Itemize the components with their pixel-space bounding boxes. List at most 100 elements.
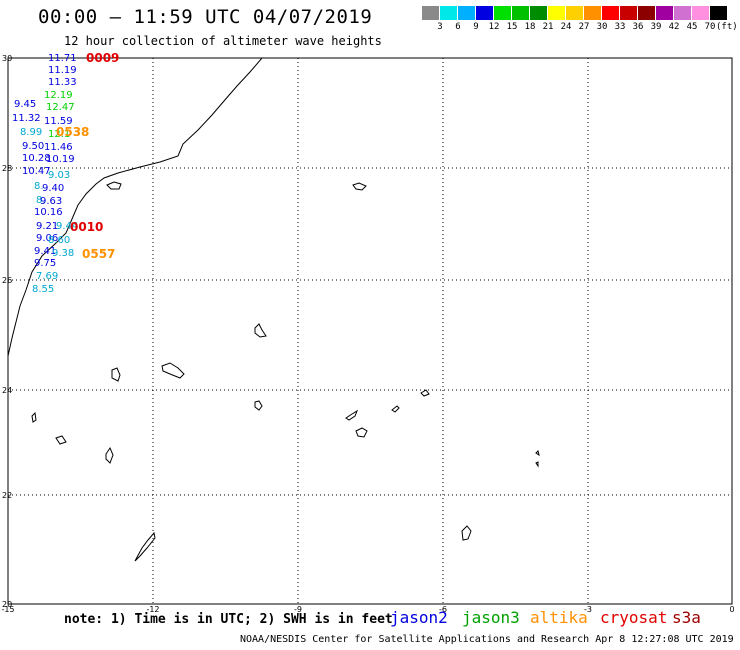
color-swatch xyxy=(602,6,619,20)
island-east-1 xyxy=(420,389,430,397)
island-small-2 xyxy=(535,461,539,468)
color-scale-label: 3 xyxy=(437,22,443,32)
longitude-label: -12 xyxy=(146,605,159,614)
wave-height-value: 8.55 xyxy=(32,284,54,295)
color-swatch xyxy=(584,6,601,20)
wave-height-value: 8. xyxy=(36,195,46,206)
map-frame xyxy=(7,57,733,605)
color-swatch xyxy=(620,6,637,20)
longitude-label: -6 xyxy=(439,605,447,614)
wave-height-value: 9.21 xyxy=(36,221,58,232)
grid-lines xyxy=(8,58,732,604)
color-swatch xyxy=(638,6,655,20)
color-scale-label: 70 xyxy=(704,22,716,32)
longitude-label: 0 xyxy=(729,605,734,614)
latitude-label: 30 xyxy=(2,54,12,63)
page-subtitle: 12 hour collection of altimeter wave hei… xyxy=(64,34,382,48)
color-scale-label: 21 xyxy=(542,22,554,32)
color-swatch xyxy=(530,6,547,20)
wave-height-value: 8. xyxy=(34,181,44,192)
color-swatch xyxy=(710,6,727,20)
color-scale-label: 24 xyxy=(560,22,572,32)
wave-height-value: 11.19 xyxy=(48,65,77,76)
color-scale-label: 12 xyxy=(488,22,500,32)
island-south-2 xyxy=(134,531,156,562)
wave-height-value: 11.71 xyxy=(48,53,77,64)
color-scale-label: 42 xyxy=(668,22,680,32)
island-west-2 xyxy=(55,435,67,445)
page-title: 00:00 — 11:59 UTC 04/07/2019 xyxy=(38,6,373,28)
wave-height-value: 9.38 xyxy=(52,248,74,259)
island-tenerife xyxy=(254,400,263,411)
satellite-legend-item: jason2 xyxy=(390,608,448,627)
color-scale-label: 6 xyxy=(455,22,461,32)
island-south-1 xyxy=(461,525,472,541)
color-swatch xyxy=(548,6,565,20)
island-hierro xyxy=(355,427,368,438)
color-scale-label: 27 xyxy=(578,22,590,32)
island-small-1 xyxy=(535,450,540,457)
african-coastline xyxy=(7,57,263,357)
wave-height-value: 9.41 xyxy=(34,246,56,257)
longitude-label: -9 xyxy=(294,605,302,614)
latitude-label: 22 xyxy=(2,491,12,500)
pass-time-labels: 0009 0538 0010 0557 xyxy=(56,51,119,261)
wave-height-value: 11.32 xyxy=(12,113,41,124)
pass-time-label: 0009 xyxy=(86,51,119,65)
wave-height-value: 11.33 xyxy=(48,77,77,88)
island-madeira xyxy=(106,181,122,190)
wave-height-value: 12.1 xyxy=(48,129,70,140)
latitude-label: 26 xyxy=(2,276,12,285)
wave-height-value: 10.47 xyxy=(22,166,51,177)
color-swatch xyxy=(458,6,475,20)
pass-time-label: 0557 xyxy=(82,247,115,261)
color-scale-label: 9 xyxy=(473,22,479,32)
color-scale-label: 30 xyxy=(596,22,608,32)
color-scale-label: 15 xyxy=(506,22,518,32)
wave-height-value: 9.50 xyxy=(22,141,44,152)
longitude-label: -3 xyxy=(584,605,592,614)
pass-time-label: 0010 xyxy=(70,220,103,234)
color-swatch xyxy=(476,6,493,20)
island-porto-santo xyxy=(352,182,367,191)
footnote: note: 1) Time is in UTC; 2) SWH is in fe… xyxy=(64,612,393,627)
wave-height-value: 8.60 xyxy=(48,235,70,246)
wave-height-value: 10.16 xyxy=(34,207,63,218)
island-lagomera xyxy=(345,409,359,421)
wave-height-value: 12.47 xyxy=(46,102,75,113)
island-lanzarote xyxy=(254,323,267,338)
island-west-3 xyxy=(105,446,114,464)
wave-height-value: 9.44 xyxy=(56,221,78,232)
wave-height-value: 9.63 xyxy=(40,196,62,207)
color-scale-label: 45 xyxy=(686,22,698,32)
color-swatch xyxy=(674,6,691,20)
color-scale-label: 18 xyxy=(524,22,536,32)
wave-height-value: 12.19 xyxy=(44,90,73,101)
color-swatch xyxy=(692,6,709,20)
color-swatch xyxy=(512,6,529,20)
color-scale-unit: (ft) xyxy=(716,22,738,32)
wave-height-value: 9.03 xyxy=(48,170,70,181)
wave-height-value: 9.45 xyxy=(14,99,36,110)
wave-height-value: 10.28 xyxy=(22,153,51,164)
axis-labels: -15 -12 -9 -6 -3 0 30 28 26 24 22 20 xyxy=(1,54,734,614)
color-swatch xyxy=(440,6,457,20)
color-swatch xyxy=(422,6,439,20)
satellite-legend-item: cryosat xyxy=(600,608,668,627)
satellite-legend-item: altika xyxy=(530,608,588,627)
satellite-legend-item: jason3 xyxy=(462,608,520,627)
island-lapalma xyxy=(391,405,400,413)
latitude-label: 24 xyxy=(2,386,12,395)
wave-height-value: 11.46 xyxy=(44,142,73,153)
island-gran-canaria xyxy=(111,367,121,382)
wave-height-value: 10.19 xyxy=(46,154,75,165)
island-west-1 xyxy=(31,411,37,423)
wave-height-value: 9.75 xyxy=(34,258,56,269)
wave-height-value: 8.99 xyxy=(20,127,42,138)
satellite-legend-item: s3a xyxy=(672,608,701,627)
color-swatch xyxy=(494,6,511,20)
color-swatch xyxy=(566,6,583,20)
island-fuerteventura xyxy=(161,362,185,379)
